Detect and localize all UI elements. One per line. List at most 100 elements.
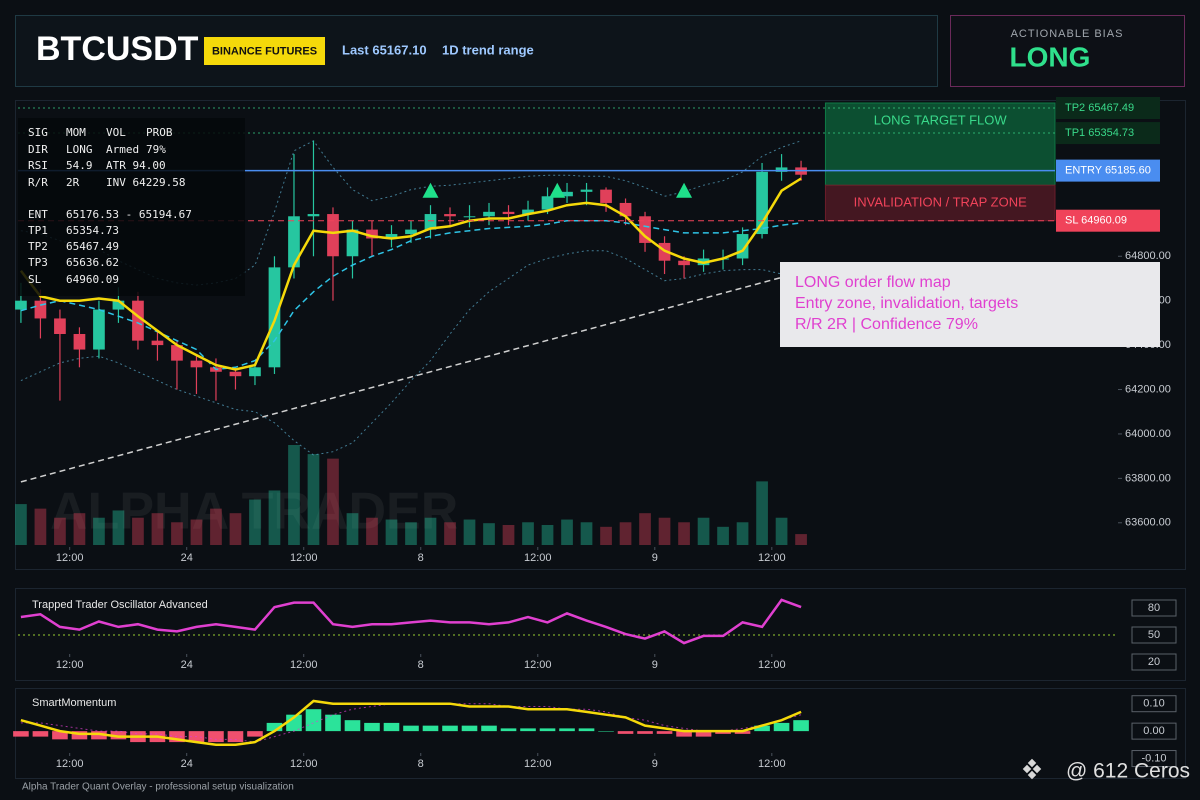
exchange: BINANCE FUTURES (212, 45, 317, 57)
volume-bar (463, 519, 476, 545)
candle-body (619, 202, 632, 217)
candle-body (756, 171, 768, 235)
volume-bar (327, 458, 339, 545)
volume-bar (541, 525, 554, 545)
volume-bar (54, 517, 66, 545)
candle-body (132, 300, 144, 341)
level-tag (1056, 96, 1160, 119)
candle-body (73, 333, 86, 350)
candle-body (288, 216, 300, 268)
x-tick-label: 12:00 (758, 758, 786, 770)
y-tick-label: 0.00 (1143, 725, 1164, 737)
x-tick-label: 12:00 (524, 659, 552, 671)
volume-bar (366, 517, 378, 545)
oscillator-line (20, 598, 802, 645)
volume-bar (229, 513, 242, 545)
volume-bar (15, 504, 27, 545)
momentum-bar (32, 731, 49, 737)
zone (824, 102, 1056, 186)
last-price: Last 65167.10 (342, 42, 427, 57)
momentum-bar (266, 722, 283, 732)
candle-body (229, 371, 242, 377)
momentum-bar (110, 731, 127, 740)
candle-body (112, 300, 125, 310)
momentum-bar (773, 722, 790, 732)
x-tick-label: 9 (652, 758, 658, 770)
y-tick-label: 64200.00 (1125, 383, 1171, 395)
volume-bar (580, 522, 593, 545)
volume-bar (268, 490, 281, 545)
signal-marker (422, 182, 439, 198)
momentum-bar (637, 731, 653, 734)
volume-bar (736, 522, 749, 545)
info-rows: SIG MOM VOL PROB DIR LONG Armed 79% RSI 54.9 ATR 9… (28, 126, 192, 286)
annotation-line: R/R 2R | Confidence 79% (795, 316, 978, 333)
info-cell: VOL (106, 126, 126, 139)
overlay-line (20, 267, 815, 483)
info-cell: 65354.73 (66, 224, 119, 237)
info-cell: 65467.49 (66, 240, 119, 253)
momentum-bar (793, 720, 809, 732)
momentum-bar (91, 731, 107, 740)
candle-body (639, 216, 651, 243)
y-tick-label: 80 (1148, 602, 1160, 614)
annotation-line: LONG order flow map (795, 274, 951, 291)
candle-body (15, 300, 27, 310)
candle-body (34, 300, 47, 319)
plot-layer: 12:00 24 12:00 8 12:00 9 12:00 63600.00 63800.00… (13, 96, 1177, 770)
range: 1D trend range (442, 42, 534, 57)
x-tick-label: 12:00 (290, 758, 318, 770)
y-tick-label: 64800.00 (1125, 250, 1171, 262)
x-tick-label: 12:00 (524, 552, 552, 564)
candle-body (385, 234, 398, 239)
momentum-bar (403, 725, 419, 732)
momentum-bar (422, 725, 439, 732)
candle-body (249, 367, 261, 377)
x-tick-label: 24 (181, 659, 193, 671)
momentum-bar (442, 725, 458, 732)
info-cell: DIR (28, 143, 48, 156)
momentum-bar (383, 722, 400, 732)
y-tick-label: 63600.00 (1125, 517, 1171, 529)
x-tick-label: 12:00 (758, 659, 786, 671)
momentum-bar (656, 731, 673, 734)
y-tick-box (1131, 626, 1177, 644)
price-panel-frame (15, 100, 1186, 570)
candle-body (463, 216, 476, 218)
momentum-bar (559, 728, 575, 732)
annotation-box (780, 262, 1160, 347)
overlay-line (20, 703, 802, 743)
x-tick-label: 8 (418, 552, 424, 564)
momentum-bar (208, 731, 224, 743)
momentum-bar (13, 731, 29, 737)
info-cell: PROB (146, 126, 173, 139)
candle-body (444, 214, 456, 217)
info-cell: TP3 (28, 256, 48, 269)
footer: Alpha Trader Quant Overlay - professiona… (22, 782, 294, 793)
volume-bar (307, 454, 320, 545)
volume-bar (639, 513, 651, 545)
osc-panel-frame (15, 588, 1186, 681)
candle-body (307, 214, 320, 217)
annotation-line: Entry zone, invalidation, targets (795, 295, 1018, 312)
candle-body (775, 167, 788, 172)
volume-bar (600, 526, 612, 545)
candle-body (561, 191, 573, 197)
info-cell: SIG (28, 126, 48, 139)
level-tag (1056, 159, 1160, 182)
info-cell: SL (28, 273, 42, 286)
volume-bar (561, 519, 573, 545)
candle-body (151, 340, 164, 346)
candle-body (736, 234, 749, 259)
y-tick-box (1131, 722, 1177, 740)
level-label: ENTRY 65185.60 (1065, 165, 1151, 177)
level-label: SL 64960.09 (1065, 215, 1127, 227)
x-tick-label: 9 (652, 552, 658, 564)
brand-logo (1022, 758, 1042, 780)
volume-bar (522, 522, 534, 545)
candle-body (424, 214, 437, 230)
overlay-line (20, 699, 802, 747)
y-tick-box (1131, 750, 1177, 768)
info-cell: 79% (146, 143, 166, 156)
header-box (15, 15, 938, 87)
